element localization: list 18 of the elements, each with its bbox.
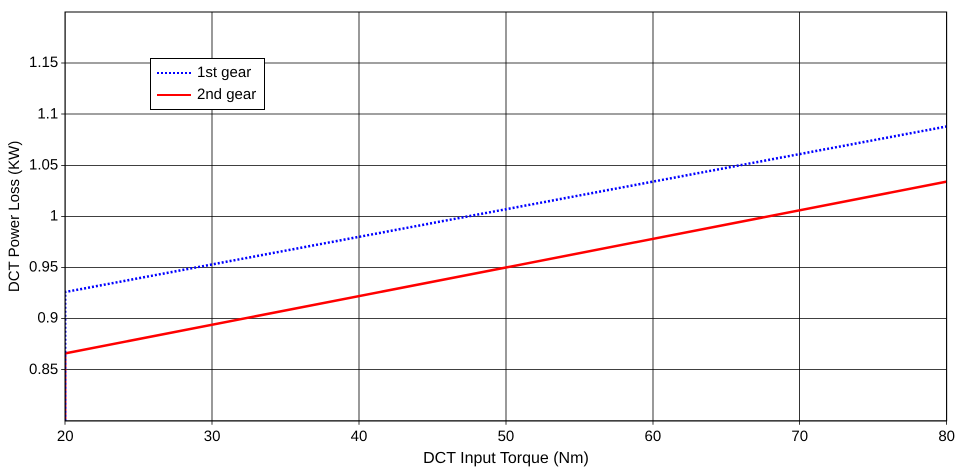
y-tick-label: 0.9 (37, 310, 58, 327)
legend-label: 1st gear (197, 63, 252, 83)
y-tick-label: 1 (50, 208, 58, 225)
x-axis-title: DCT Input Torque (Nm) (423, 450, 589, 467)
x-tick-label: 70 (791, 428, 808, 445)
x-tick-label: 50 (498, 428, 514, 445)
y-tick-label: 1.15 (28, 54, 58, 72)
y-tick-label: 0.95 (28, 258, 58, 276)
y-tick-label: 1.05 (28, 156, 58, 174)
x-tick-label: 20 (56, 428, 74, 445)
y-tick-label: 0.85 (28, 360, 58, 378)
y-axis-title: DCT Power Loss (KW) (6, 140, 24, 292)
y-tick-label: 1.1 (37, 105, 58, 122)
x-tick-label: 80 (938, 428, 955, 445)
x-tick-label: 60 (644, 428, 662, 445)
x-tick-label: 40 (350, 428, 368, 445)
x-tick-label: 30 (204, 428, 220, 445)
legend-label: 2nd gear (197, 85, 256, 105)
